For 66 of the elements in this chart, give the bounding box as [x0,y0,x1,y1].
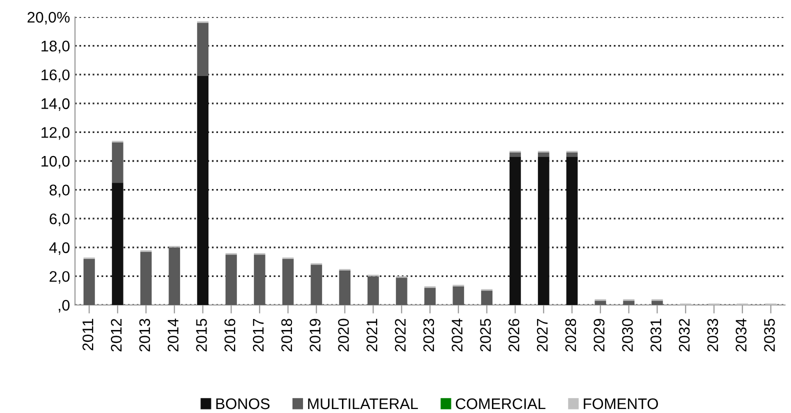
x-tick-label: 2019 [310,318,320,352]
bar [282,258,294,305]
y-tick-label: 8,0 [50,184,70,198]
x-tick-label: 2020 [338,318,349,352]
x-tick-label: 2030 [622,318,633,352]
legend-label: COMERCIAL [456,398,546,410]
y-tick-label: 14,0 [42,98,70,111]
x-tick-label: 2012 [110,318,122,352]
legend-label: FOMENTO [584,398,658,410]
x-tick-label: 2014 [168,318,178,352]
y-tick-label: 16,0 [42,69,70,82]
y-tick-label: 10,0 [42,156,70,168]
bar [424,288,436,305]
bar [452,286,464,305]
y-tick-label: 20,0% [28,12,70,24]
bar [510,156,521,305]
bar [197,22,208,76]
bar [112,142,124,183]
legend-label: MULTILATERAL [308,398,418,410]
x-tick-label: 2025 [480,318,491,352]
x-tick-label: 2013 [139,318,150,352]
bar [566,156,578,305]
bar [652,300,663,305]
bar [112,182,124,305]
x-tick-label: 2022 [394,318,406,352]
legend-label: BONOS [216,398,270,410]
bar [566,152,578,157]
bar [197,76,208,305]
x-tick-label: 2015 [196,318,207,352]
bar [339,270,350,305]
x-tick-label: 2029 [594,318,604,352]
x-tick-label: 2024 [452,318,462,352]
y-tick-label: 12,0 [42,127,70,140]
bar [368,276,379,305]
y-tick-label: 18,0 [42,40,70,54]
x-tick-label: 2031 [650,318,662,352]
x-tick-label: 2033 [707,318,718,352]
x-tick-label: 2028 [565,318,576,352]
x-tick-label: 2035 [764,318,775,352]
bar [538,152,550,157]
x-tick-label: 2021 [366,318,378,352]
bar [623,300,634,305]
bar [168,247,180,305]
bar [140,252,152,305]
y-tick-label: ,0 [58,300,70,312]
x-tick-label: 2027 [536,318,548,352]
bar [226,254,237,305]
bar [481,290,492,305]
bar [538,156,550,305]
x-tick-label: 2017 [252,318,264,352]
x-tick-label: 2023 [423,318,434,352]
bar [254,254,266,305]
x-tick-label: 2034 [736,318,746,352]
x-tick-label: 2032 [678,318,690,352]
bar [510,152,521,157]
bar [310,264,322,305]
y-tick-label: 2,0 [50,271,70,284]
bar [594,300,606,305]
x-tick-label: 2016 [224,318,236,352]
y-tick-label: 4,0 [49,242,70,255]
x-tick-label: 2026 [508,318,520,352]
x-tick-label: 2018 [281,318,292,352]
x-tick-label: 2011 [82,318,94,350]
bar [396,278,408,305]
y-tick-label: 6,0 [50,213,70,226]
bar [84,258,95,305]
